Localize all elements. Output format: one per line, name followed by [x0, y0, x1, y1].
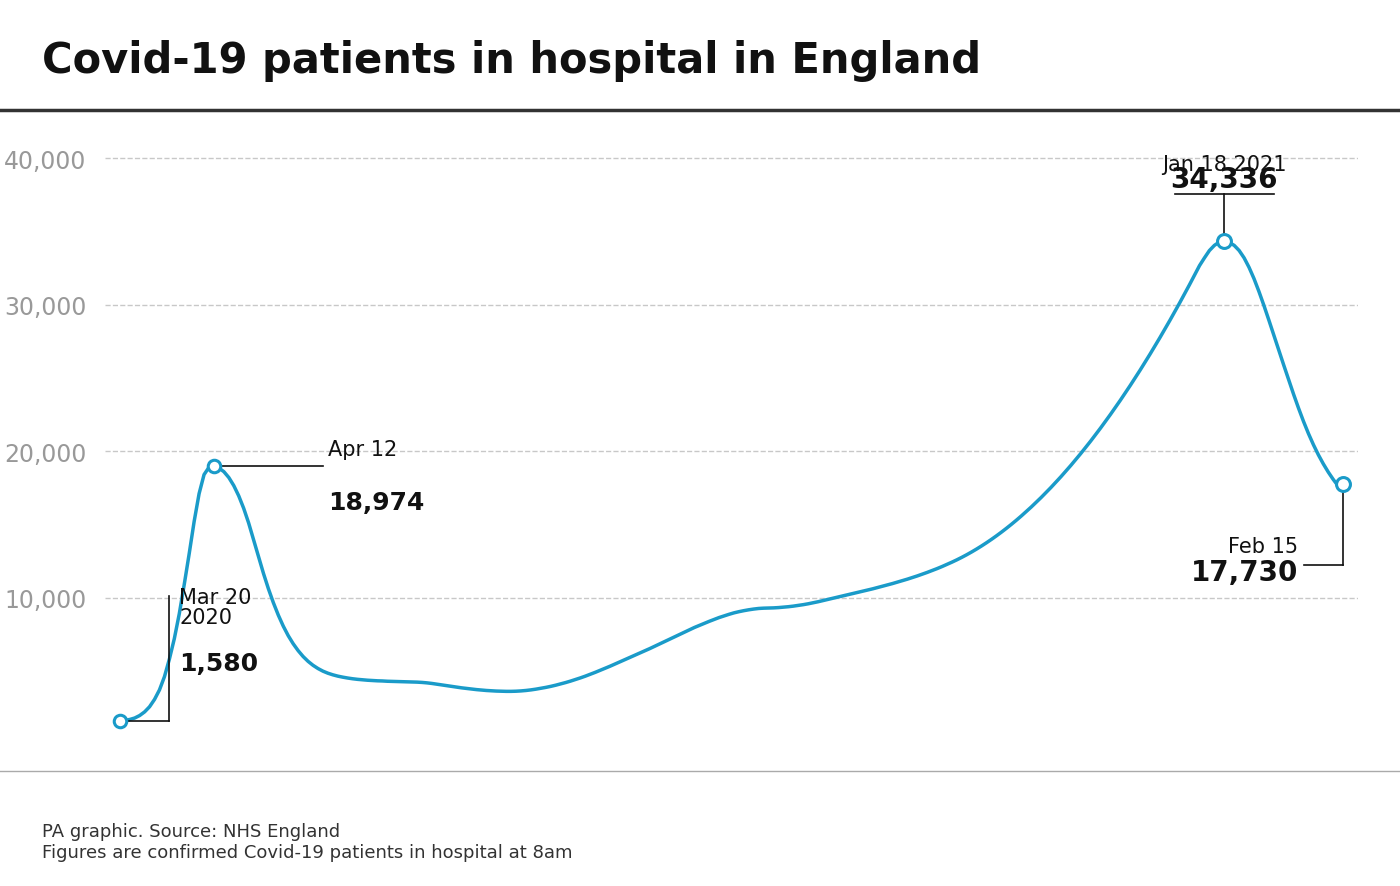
Text: Mar 20: Mar 20: [179, 587, 252, 607]
Text: 2020: 2020: [179, 608, 232, 627]
Text: 18,974: 18,974: [328, 490, 424, 514]
Text: Feb 15: Feb 15: [1228, 536, 1299, 556]
Text: 1,580: 1,580: [179, 651, 259, 675]
Text: PA graphic. Source: NHS England
Figures are confirmed Covid-19 patients in hospi: PA graphic. Source: NHS England Figures …: [42, 822, 573, 861]
Text: Apr 12: Apr 12: [328, 439, 398, 459]
Text: Covid-19 patients in hospital in England: Covid-19 patients in hospital in England: [42, 40, 981, 82]
Text: Jan 18 2021: Jan 18 2021: [1162, 155, 1287, 175]
Text: 34,336: 34,336: [1170, 166, 1278, 194]
Text: 17,730: 17,730: [1191, 558, 1299, 586]
